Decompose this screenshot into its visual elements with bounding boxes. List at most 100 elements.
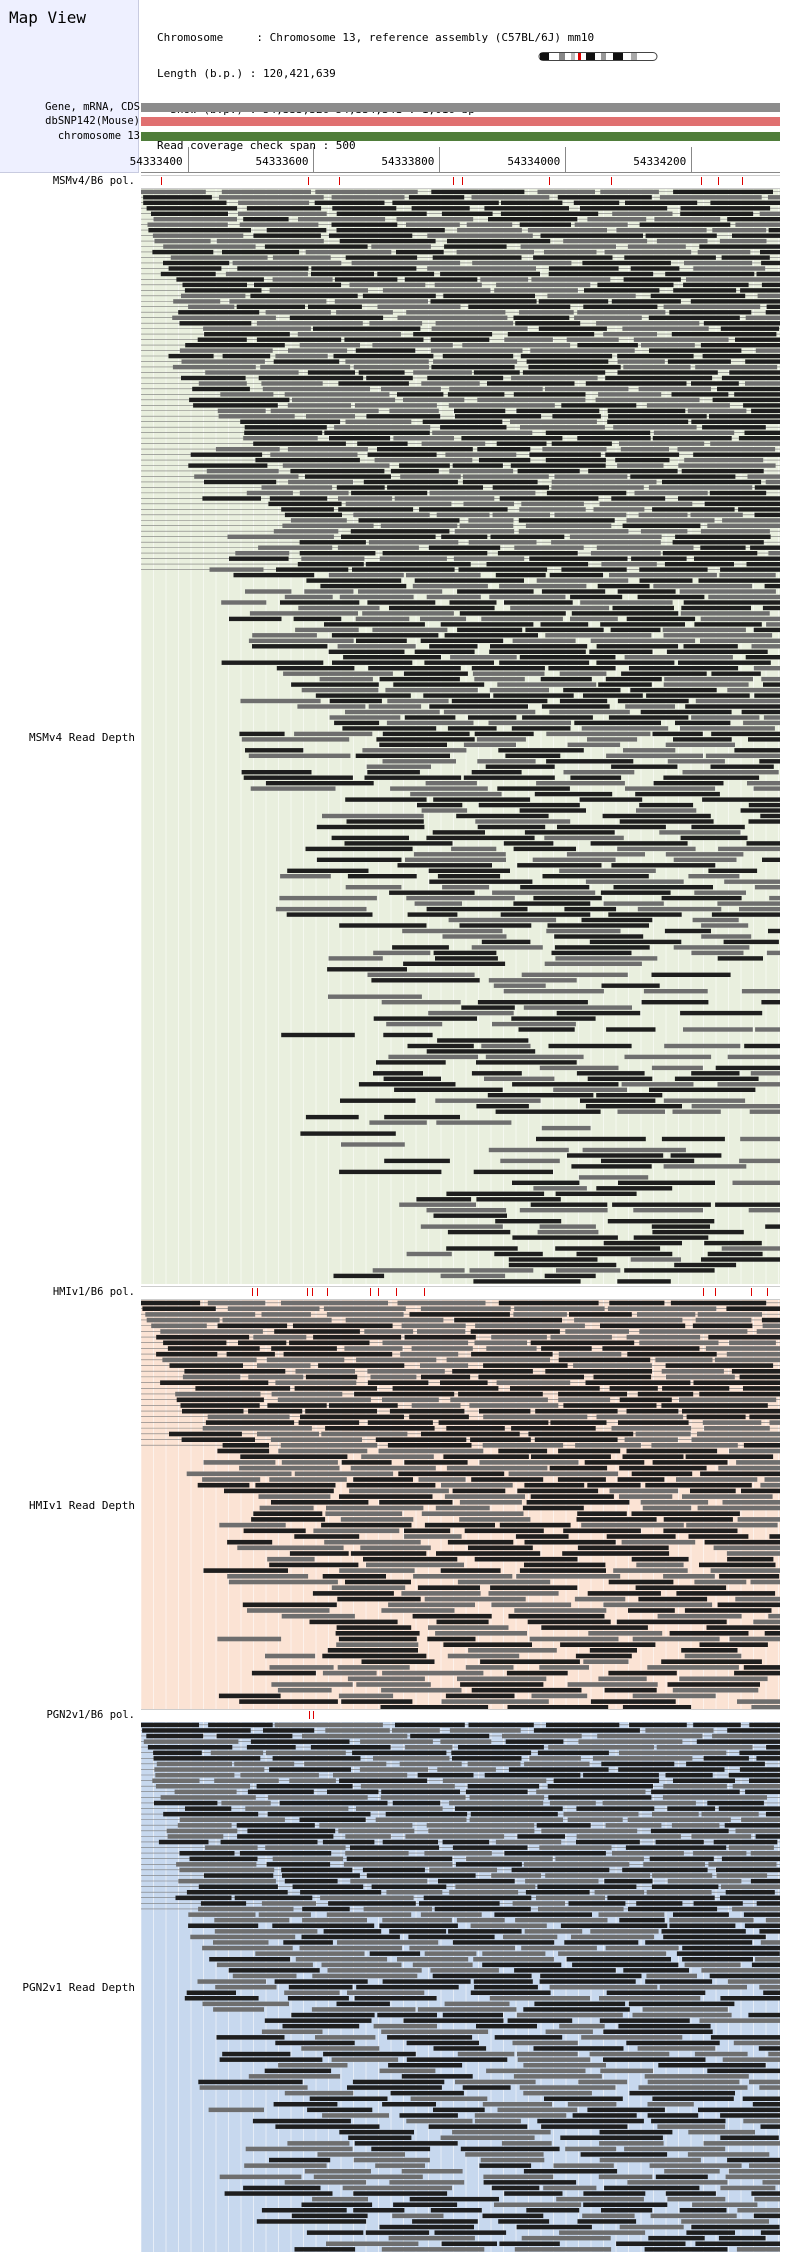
snp-marker[interactable] [313,1711,315,1719]
snp-marker[interactable] [718,177,720,185]
sequence-read [156,1761,232,1767]
sequence-read [345,359,429,364]
sequence-read [743,720,780,726]
sequence-read [681,1648,738,1653]
sequence-read [251,1517,326,1522]
gene-track-bar[interactable] [141,103,780,112]
sequence-read [609,572,717,578]
sequence-read [538,299,609,304]
snp-marker[interactable] [610,177,612,185]
sequence-read [545,386,629,392]
sequence-read [585,381,687,386]
sequence-read [169,1431,242,1437]
ideogram-band [586,53,595,60]
snp-marker[interactable] [327,1288,329,1296]
read-depth-panel[interactable] [141,1722,780,2252]
sequence-read [441,534,488,539]
sequence-read [348,2135,412,2140]
sequence-read [335,1631,420,1636]
sequence-read [693,1901,743,1906]
chromosome-track-bar[interactable] [141,132,780,141]
snp-track-bar[interactable] [141,117,780,126]
sequence-read [355,403,437,408]
sequence-read [519,655,616,660]
snp-marker[interactable] [741,177,743,185]
sequence-read [163,244,256,249]
sequence-read [314,200,385,205]
sequence-read [769,1420,780,1425]
snp-marker[interactable] [252,1288,254,1296]
snp-marker[interactable] [160,177,162,185]
sequence-read [386,1021,443,1027]
sequence-read [510,605,610,611]
sequence-read [329,436,391,441]
snp-marker[interactable] [307,1288,309,1296]
sequence-read [426,1208,507,1213]
sequence-read [686,1761,765,1767]
snp-marker[interactable] [370,1288,372,1296]
snp-marker[interactable] [423,1288,425,1296]
sequence-read [276,567,349,572]
sequence-read [755,1027,780,1032]
sequence-read [403,671,468,676]
polymorphism-track[interactable] [141,175,780,189]
sequence-read [437,874,501,879]
read-depth-panel[interactable] [141,189,780,1284]
sequence-read [229,556,289,561]
sequence-read [371,244,431,249]
sequence-read [404,277,478,282]
sequence-read [693,1851,747,1856]
sequence-read [240,698,321,704]
sequence-read [370,1374,417,1380]
sequence-read [344,1346,403,1351]
polymorphism-track[interactable] [141,1709,780,1723]
sequence-read [618,1420,689,1425]
sequence-read [479,1408,531,1414]
snp-marker[interactable] [312,1288,314,1296]
snp-marker[interactable] [462,177,464,185]
sequence-read [585,1380,691,1385]
sequence-read [252,644,328,649]
sequence-read [464,1528,544,1534]
panel-background [141,1300,780,1710]
snp-marker[interactable] [378,1288,380,1296]
snp-marker[interactable] [338,177,340,185]
sequence-read [506,1670,568,1676]
sequence-read [768,2051,780,2057]
snp-marker[interactable] [767,1288,769,1296]
sequence-read [406,222,460,227]
snp-marker[interactable] [309,1711,311,1719]
sequence-read [401,2169,463,2174]
snp-marker[interactable] [701,177,703,185]
sequence-read [354,2141,458,2146]
ideogram-band [571,53,575,60]
sequence-read [753,1619,780,1625]
sequence-read [385,1811,468,1817]
sequence-read [580,206,668,211]
snp-marker[interactable] [751,1288,753,1296]
sequence-read [273,2102,338,2107]
snp-marker[interactable] [308,177,310,185]
sequence-read [378,1448,484,1454]
sequence-read [270,1437,362,1442]
sequence-read [382,288,491,293]
snp-marker[interactable] [703,1288,705,1296]
sequence-read [421,1431,520,1437]
sequence-read [728,1772,780,1778]
sequence-read [562,1551,670,1556]
sequence-read [477,397,586,403]
snp-marker[interactable] [395,1288,397,1296]
sequence-read [541,589,606,594]
sequence-read [548,266,619,271]
sequence-read [662,1795,767,1800]
sequence-read [590,841,688,846]
snp-marker[interactable] [453,177,455,185]
sequence-read [471,1477,544,1482]
read-depth-panel[interactable] [141,1300,780,1710]
polymorphism-track[interactable] [141,1286,780,1300]
snp-marker[interactable] [548,177,550,185]
chromosome-ideogram[interactable] [531,52,789,61]
sequence-read [396,217,474,222]
snp-marker[interactable] [715,1288,717,1296]
snp-marker[interactable] [256,1288,258,1296]
